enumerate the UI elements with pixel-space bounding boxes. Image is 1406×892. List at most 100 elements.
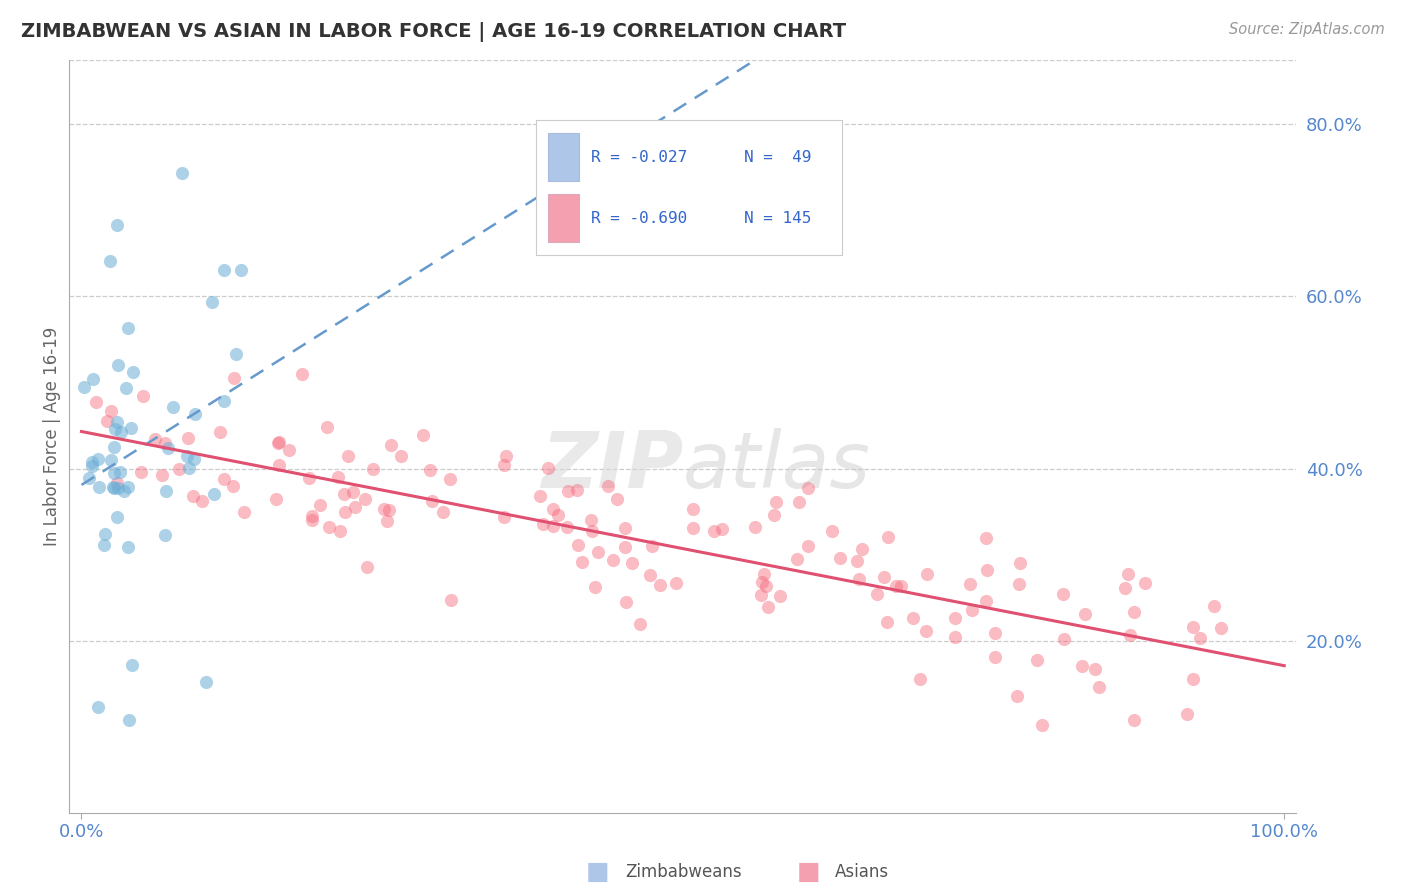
Point (176, 449, 198, 463)
Point (267, 435, 290, 450)
Point (976, 531, 998, 545)
Point (110, 425, 132, 439)
Point (682, 502, 704, 516)
Point (117, 321, 139, 335)
Point (191, 494, 214, 508)
Point (614, 540, 637, 554)
Point (614, 520, 637, 534)
Point (866, 587, 889, 601)
Point (1122, 713, 1144, 727)
Point (183, 452, 205, 467)
Point (1052, 587, 1074, 601)
Point (908, 673, 931, 687)
Point (229, 262, 252, 277)
Point (756, 599, 779, 614)
Point (177, 431, 200, 445)
Point (537, 460, 560, 475)
Point (117, 541, 139, 555)
Point (389, 449, 412, 463)
Point (155, 435, 177, 450)
Point (877, 530, 900, 544)
Point (755, 579, 778, 593)
Point (107, 358, 129, 372)
Point (380, 438, 402, 452)
Point (117, 480, 139, 494)
Point (1209, 621, 1232, 635)
Point (614, 595, 637, 609)
Point (412, 427, 434, 442)
Point (337, 449, 360, 463)
Text: ■: ■ (586, 861, 609, 884)
Point (1204, 599, 1226, 614)
Point (150, 467, 173, 482)
Point (87, 452, 110, 467)
Point (1005, 690, 1028, 704)
Point (103, 440, 125, 454)
Point (1122, 605, 1144, 619)
Point (541, 502, 564, 516)
Point (557, 483, 579, 498)
Text: Zimbabweans: Zimbabweans (626, 863, 742, 881)
Point (1119, 628, 1142, 642)
Point (363, 462, 385, 476)
Point (118, 714, 141, 728)
Point (876, 615, 898, 629)
Point (1010, 556, 1032, 570)
Point (606, 491, 628, 506)
Point (335, 505, 357, 519)
Point (620, 556, 643, 570)
Point (153, 527, 176, 541)
Point (1084, 662, 1107, 676)
Point (565, 483, 588, 498)
Point (343, 500, 366, 514)
Point (571, 555, 593, 569)
Point (581, 524, 603, 539)
Point (583, 581, 606, 595)
Point (77, 471, 100, 485)
Point (665, 575, 688, 590)
Point (103, 480, 125, 494)
Point (122, 365, 145, 379)
Point (943, 630, 966, 644)
Point (765, 494, 787, 508)
Point (650, 578, 672, 592)
Point (356, 560, 378, 574)
Point (105, 415, 128, 429)
Point (202, 487, 225, 501)
Point (172, 166, 194, 180)
Point (94, 526, 117, 541)
Point (1188, 632, 1211, 646)
Point (233, 505, 256, 519)
Point (1133, 575, 1156, 590)
Point (82, 459, 104, 474)
Point (103, 481, 125, 495)
Point (328, 470, 350, 484)
Point (129, 466, 152, 480)
Point (208, 425, 231, 439)
Point (751, 574, 773, 589)
Point (112, 483, 135, 498)
Point (703, 524, 725, 539)
Point (846, 553, 869, 567)
Point (87, 480, 110, 494)
Point (80, 455, 103, 469)
Point (786, 551, 808, 566)
Point (277, 442, 299, 457)
Point (754, 567, 776, 582)
Point (529, 489, 551, 503)
Point (301, 513, 323, 527)
Point (638, 568, 661, 582)
Point (1070, 659, 1092, 673)
Point (195, 674, 218, 689)
Point (269, 458, 291, 472)
Point (851, 542, 873, 557)
Point (432, 505, 454, 519)
Point (848, 572, 870, 586)
Point (602, 552, 624, 566)
Point (267, 434, 290, 449)
Point (318, 519, 340, 533)
Point (943, 610, 966, 624)
Point (797, 539, 820, 553)
Point (375, 515, 398, 529)
Point (184, 407, 207, 421)
